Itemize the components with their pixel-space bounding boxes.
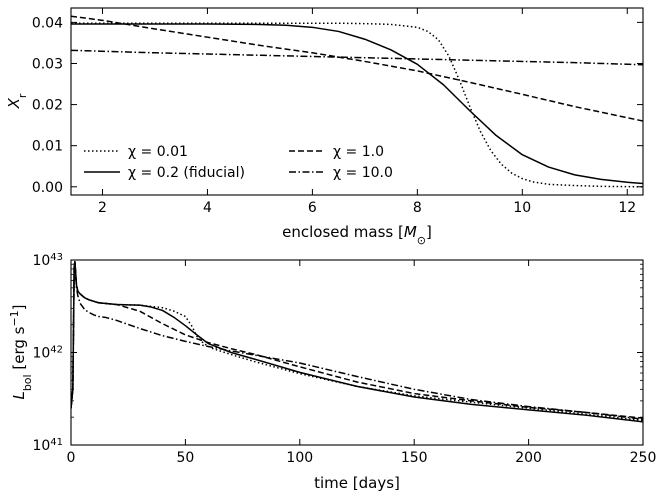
bottom-ytick-label-base: 10: [32, 346, 50, 362]
bottom-xtick-label: 150: [401, 450, 428, 466]
bottom-ytick-label: 1043: [32, 252, 63, 270]
top-ytick-label: 0.04: [32, 15, 63, 31]
top-ytick-label: 0.01: [32, 139, 63, 155]
bottom-xtick-label: 50: [176, 450, 194, 466]
top-ytick-label: 0.02: [32, 98, 63, 114]
legend-entry-chi-0.01: χ = 0.01: [84, 144, 188, 160]
bottom-series-0.2-fiducial: [71, 260, 643, 423]
bottom-ytick-label-base: 10: [32, 438, 50, 454]
top-xlabel-subscript: ⊙: [417, 234, 426, 247]
legend-entry-chi-0.2: χ = 0.2 (fiducial): [84, 165, 245, 181]
bottom-ytick-label-exponent: 43: [50, 252, 63, 263]
bottom-ylabel-unit: [erg s: [10, 326, 28, 374]
top-series-1.0: [71, 15, 643, 122]
top-xtick-label: 6: [308, 200, 317, 216]
top-axis-ticks: 2 4 6 8 10 12 0.00 0.01 0.02 0.03 0.04: [32, 8, 643, 216]
top-series-0.01: [71, 22, 643, 188]
top-axes-frame: [70, 7, 644, 196]
bottom-series-1.0: [71, 260, 643, 419]
bottom-ylabel-close: ]: [10, 304, 28, 310]
top-series-0.2-fiducial: [71, 23, 643, 185]
bottom-xtick-label: 250: [630, 450, 657, 466]
bottom-ytick-label-exponent: 42: [50, 344, 63, 355]
top-xlabel-symbol: M: [404, 223, 417, 241]
bottom-series-10.0: [71, 260, 643, 420]
bottom-ytick-label: 1041: [32, 437, 63, 455]
legend-label-chi-0.01: χ = 0.01: [128, 144, 188, 160]
top-ytick-label: 0.00: [32, 180, 63, 196]
legend-label-chi-0.2: χ = 0.2 (fiducial): [128, 165, 245, 181]
bottom-xlabel: time [days]: [314, 474, 400, 492]
legend-entry-chi-1.0: χ = 1.0: [289, 144, 384, 160]
bottom-ylabel-sup: −1: [8, 310, 21, 326]
top-xtick-label: 8: [413, 200, 422, 216]
bottom-xtick-label: 100: [286, 450, 313, 466]
top-ylabel-sub: r: [16, 93, 29, 98]
bottom-ytick-label-base: 10: [32, 253, 50, 269]
bottom-ytick-label: 1042: [32, 344, 63, 362]
bottom-ylabel-sub: bol: [21, 374, 34, 391]
top-ylabel: Xr: [5, 93, 29, 109]
top-xlabel-text: enclosed mass [: [282, 223, 404, 241]
bottom-ytick-label-exponent: 41: [50, 437, 63, 448]
legend-label-chi-1.0: χ = 1.0: [333, 144, 384, 160]
top-xtick-label: 12: [618, 200, 636, 216]
bottom-xtick-label: 200: [515, 450, 542, 466]
bottom-axes-frame: [70, 259, 644, 446]
top-plot-lines: [71, 15, 643, 188]
legend-label-chi-10.0: χ = 10.0: [333, 165, 393, 181]
bottom-ylabel: Lbol [erg s−1]: [8, 304, 34, 399]
legend-entry-chi-10.0: χ = 10.0: [289, 165, 393, 181]
top-xtick-label: 2: [98, 200, 107, 216]
top-xtick-label: 4: [203, 200, 212, 216]
top-xlabel-close: ]: [426, 223, 432, 241]
bottom-ylabel-main: L: [10, 391, 28, 399]
bottom-plot-lines: [71, 260, 643, 423]
panel-composition: 2 4 6 8 10 12 0.00 0.01 0.02 0.03 0.04 Xr enclosed…: [5, 7, 644, 247]
legend: χ = 0.01 χ = 0.2 (fiducial) χ = 1.0 χ = …: [84, 144, 393, 181]
top-series-10.0: [71, 49, 643, 66]
top-ytick-label: 0.03: [32, 56, 63, 72]
top-ylabel-main: X: [5, 97, 23, 109]
top-xlabel: enclosed mass [M⊙]: [282, 223, 432, 247]
bottom-series-0.01: [71, 260, 643, 422]
bottom-xtick-label: 0: [67, 450, 76, 466]
top-xtick-label: 10: [513, 200, 531, 216]
